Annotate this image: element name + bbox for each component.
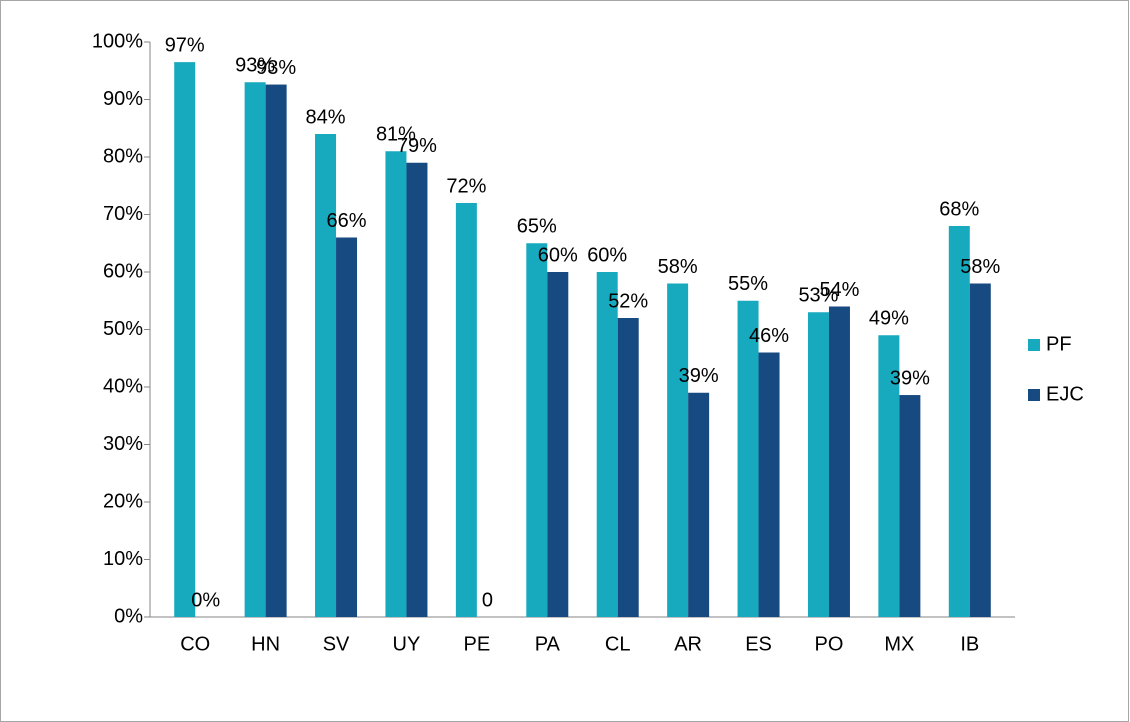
bar: [948, 226, 970, 617]
value-label: 39%: [679, 365, 719, 387]
value-label: 93%: [235, 55, 275, 77]
y-tick-label: 10%: [103, 548, 143, 570]
legend-label: PF: [1046, 333, 1072, 355]
value-label: 49%: [869, 308, 909, 330]
x-tick-label: PE: [464, 633, 491, 655]
value-label: 65%: [517, 216, 557, 238]
x-tick-label: CO: [180, 633, 210, 655]
bar: [385, 151, 407, 617]
value-label: 58%: [960, 256, 1000, 278]
bar: [526, 243, 548, 617]
x-tick-label: CL: [605, 633, 631, 655]
value-label: 60%: [587, 244, 627, 266]
y-tick-label: 70%: [103, 203, 143, 225]
bar: [547, 272, 569, 617]
legend-swatch: [1028, 339, 1040, 351]
bar: [244, 82, 266, 617]
x-tick-label: PO: [815, 633, 844, 655]
x-tick-label: MX: [884, 633, 914, 655]
x-tick-label: HN: [251, 633, 280, 655]
value-label: 68%: [939, 198, 979, 220]
bar: [878, 335, 900, 617]
bar: [737, 300, 759, 617]
bar: [899, 395, 921, 617]
y-tick-label: 80%: [103, 145, 143, 167]
value-label: 54%: [819, 279, 859, 301]
x-tick-label: PA: [535, 633, 561, 655]
y-tick-label: 50%: [103, 318, 143, 340]
bar: [667, 283, 689, 617]
x-tick-label: IB: [960, 633, 979, 655]
value-label: 93%: [256, 57, 296, 79]
value-label: 39%: [890, 367, 930, 389]
bar: [336, 237, 358, 617]
bar: [315, 134, 337, 617]
value-label: 79%: [397, 135, 437, 157]
bar: [828, 306, 850, 617]
bar: [688, 392, 710, 617]
bar: [406, 162, 428, 617]
y-tick-label: 40%: [103, 375, 143, 397]
x-tick-label: SV: [323, 633, 350, 655]
bar: [596, 272, 618, 617]
value-label: 53%: [798, 285, 838, 307]
bar: [455, 203, 477, 617]
bar: [758, 352, 780, 617]
value-label: 0%: [191, 589, 220, 611]
value-label: 52%: [608, 290, 648, 312]
value-label: 84%: [306, 106, 346, 128]
bar: [265, 84, 287, 618]
x-tick-label: ES: [745, 633, 772, 655]
value-label: 0: [482, 589, 493, 611]
y-tick-label: 30%: [103, 433, 143, 455]
y-tick-label: 90%: [103, 88, 143, 110]
value-label: 72%: [446, 175, 486, 197]
x-tick-label: AR: [674, 633, 702, 655]
value-label: 81%: [376, 124, 416, 146]
y-tick-label: 0%: [114, 605, 143, 627]
value-label: 97%: [165, 34, 205, 56]
bar: [969, 283, 991, 617]
y-tick-label: 60%: [103, 260, 143, 282]
bar: [174, 62, 196, 617]
y-tick-label: 20%: [103, 490, 143, 512]
value-label: 60%: [538, 244, 578, 266]
bar: [617, 318, 639, 617]
value-label: 66%: [327, 210, 367, 232]
y-tick-label: 100%: [92, 30, 143, 52]
value-label: 55%: [728, 273, 768, 295]
legend-label: EJC: [1046, 383, 1084, 405]
bar: [807, 312, 829, 617]
value-label: 58%: [658, 256, 698, 278]
legend-swatch: [1028, 389, 1040, 401]
x-tick-label: UY: [393, 633, 421, 655]
value-label: 46%: [749, 325, 789, 347]
